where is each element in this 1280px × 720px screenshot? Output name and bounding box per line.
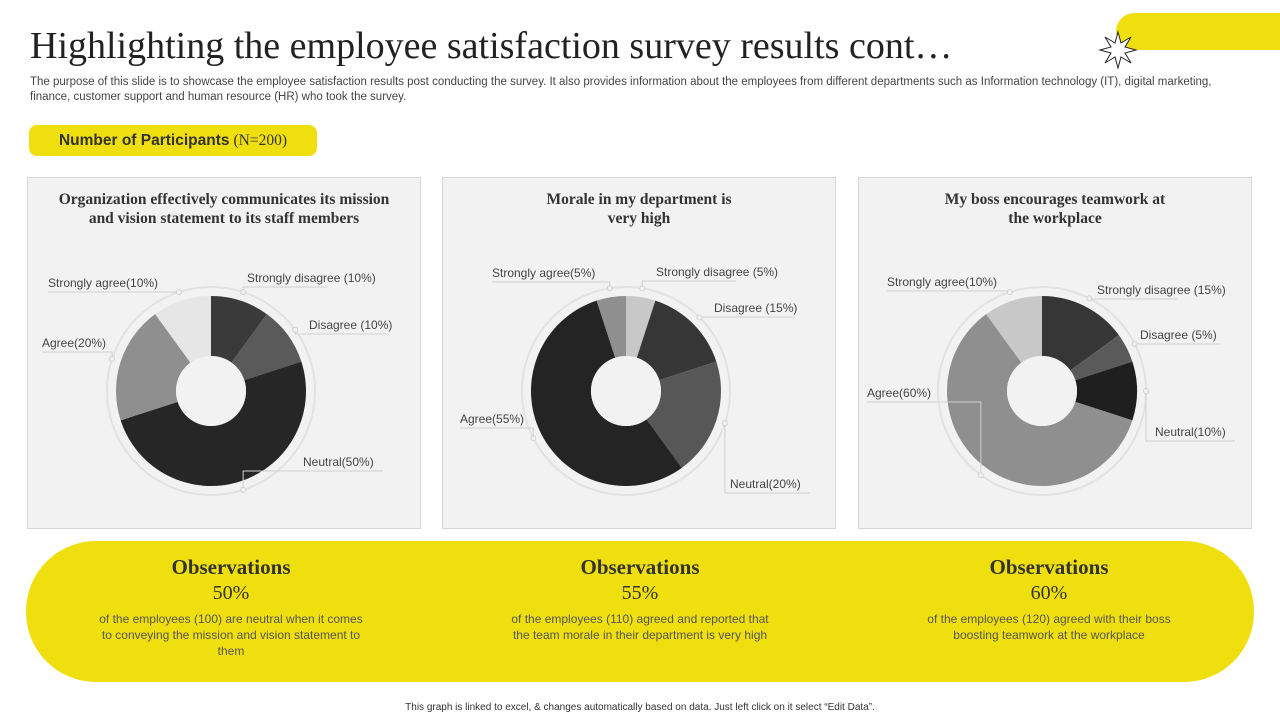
observation-3: Observations 60% of the employees (120) …: [914, 555, 1184, 643]
observation-heading: Observations: [171, 555, 291, 579]
leader-dot: [1086, 295, 1093, 302]
slice-label: Disagree (5%): [1140, 328, 1217, 342]
leader-line: [1145, 391, 1235, 442]
slice-label: Disagree (10%): [309, 318, 393, 332]
donut-hole: [1007, 356, 1077, 426]
donut-slice[interactable]: [986, 296, 1042, 363]
leader-dot: [1143, 388, 1149, 394]
chart-title: Organization effectively communicates it…: [58, 191, 390, 227]
donut-hole: [591, 356, 661, 426]
leader-dot: [175, 289, 182, 296]
decorative-bar: [1116, 13, 1280, 50]
donut-outer-ring: [521, 286, 731, 496]
donut-slice[interactable]: [947, 314, 1133, 486]
participants-count: (N=200): [233, 131, 288, 149]
leader-line: [867, 401, 982, 476]
leader-line: [641, 280, 736, 289]
slice-label: Strongly agree(10%): [48, 276, 159, 290]
observations-band: Observations 50% of the employees (100) …: [26, 541, 1254, 682]
observation-heading: Observations: [580, 555, 700, 579]
donut-slice[interactable]: [596, 296, 626, 358]
donut-outer-ring: [106, 286, 316, 496]
leader-line: [1088, 298, 1177, 300]
leader-line: [492, 281, 611, 289]
leader-dot: [1131, 340, 1138, 347]
donut-slice[interactable]: [1042, 296, 1119, 371]
slice-label: Strongly agree(5%): [492, 266, 596, 280]
slice-label: Strongly agree(10%): [887, 275, 998, 289]
slice-label: Strongly disagree (10%): [247, 271, 376, 285]
leader-line: [42, 351, 113, 359]
donut-slice[interactable]: [115, 314, 191, 421]
leader-line: [242, 286, 327, 293]
donut-slice[interactable]: [120, 361, 306, 486]
chart-panel-morale: Morale in my department is very high Str…: [442, 177, 836, 529]
observation-2: Observations 55% of the employees (110) …: [505, 555, 775, 643]
donut-slice[interactable]: [1075, 361, 1137, 421]
leader-dot: [530, 435, 537, 442]
leader-dot: [696, 314, 703, 321]
donut-hole: [176, 356, 246, 426]
slice-label: Agree(60%): [867, 386, 932, 400]
leader-line: [887, 290, 1011, 293]
donut-slice[interactable]: [626, 296, 656, 358]
chart-title: My boss encourages teamwork at the workp…: [944, 191, 1166, 227]
leader-dot: [977, 472, 984, 479]
slice-label: Neutral(20%): [730, 477, 801, 491]
observation-percent: 60%: [1030, 582, 1068, 604]
slice-label: Strongly disagree (5%): [656, 265, 779, 279]
slice-label: Disagree (15%): [714, 301, 798, 315]
donut-slice[interactable]: [636, 300, 717, 381]
donut-slice[interactable]: [1070, 335, 1133, 381]
donut-chart: [42, 286, 389, 496]
footer-note: This graph is linked to excel, & changes…: [405, 702, 875, 713]
observation-percent: 55%: [621, 582, 659, 604]
chart-title: Morale in my department is very high: [546, 191, 732, 227]
observation-percent: 50%: [212, 582, 250, 604]
observation-text: of the employees (120) agreed with their…: [927, 612, 1171, 642]
leader-dot: [240, 289, 247, 296]
donut-chart: [460, 280, 810, 496]
leader-dot: [639, 285, 646, 292]
observation-text: of the employees (100) are neutral when …: [99, 612, 363, 658]
leader-dot: [1006, 289, 1013, 296]
leader-dot: [109, 355, 116, 362]
slice-label: Agree(55%): [460, 412, 525, 426]
starburst-icon: [1098, 30, 1138, 70]
participants-badge: Number of Participants (N=200): [29, 125, 317, 156]
leader-line: [460, 427, 534, 439]
leader-dot: [606, 285, 613, 292]
donut-slice[interactable]: [646, 361, 721, 468]
donut-slice[interactable]: [211, 296, 267, 363]
leader-dot: [292, 326, 299, 333]
chart-panel-mission: Organization effectively communicates it…: [27, 177, 421, 529]
slice-label: Neutral(10%): [1155, 425, 1226, 439]
donut-slice[interactable]: [531, 300, 682, 486]
leader-line: [242, 470, 383, 490]
slice-label: Agree(20%): [42, 336, 107, 350]
donut-slice[interactable]: [155, 296, 211, 363]
leader-dot: [240, 486, 247, 493]
slice-label: Strongly disagree (15%): [1097, 283, 1226, 297]
donut-chart: [867, 286, 1235, 496]
observation-1: Observations 50% of the employees (100) …: [96, 555, 366, 659]
participants-label: Number of Participants: [58, 131, 230, 149]
observation-heading: Observations: [989, 555, 1109, 579]
page-title: Highlighting the employee satisfaction s…: [30, 25, 953, 67]
slice-label: Neutral(50%): [303, 455, 374, 469]
subtitle: The purpose of this slide is to showcase…: [30, 76, 1212, 103]
observation-text: of the employees (110) agreed and report…: [511, 612, 769, 642]
leader-line: [724, 423, 810, 494]
donut-slice[interactable]: [231, 314, 302, 381]
leader-dot: [721, 420, 728, 427]
chart-panel-teamwork: My boss encourages teamwork at the workp…: [858, 177, 1252, 529]
